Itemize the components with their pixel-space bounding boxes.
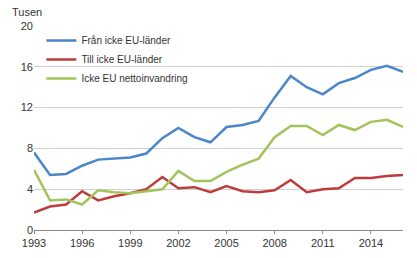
svg-text:12: 12 — [21, 101, 33, 113]
svg-text:Tusen: Tusen — [12, 6, 42, 18]
svg-text:Icke EU nettoinvandring: Icke EU nettoinvandring — [81, 73, 187, 84]
svg-text:1999: 1999 — [118, 237, 142, 249]
svg-text:20: 20 — [21, 20, 33, 32]
svg-text:16: 16 — [21, 61, 33, 73]
svg-text:1996: 1996 — [70, 237, 94, 249]
svg-text:1993: 1993 — [22, 237, 46, 249]
svg-text:Från icke EU-länder: Från icke EU-länder — [81, 35, 171, 46]
svg-text:2008: 2008 — [262, 237, 286, 249]
svg-text:2011: 2011 — [311, 237, 335, 249]
svg-text:Till icke EU-länder: Till icke EU-länder — [81, 54, 162, 65]
svg-text:2014: 2014 — [359, 237, 383, 249]
svg-text:2005: 2005 — [214, 237, 238, 249]
svg-text:8: 8 — [27, 142, 33, 154]
svg-text:0: 0 — [27, 224, 33, 236]
svg-text:4: 4 — [27, 183, 33, 195]
svg-text:2002: 2002 — [166, 237, 190, 249]
